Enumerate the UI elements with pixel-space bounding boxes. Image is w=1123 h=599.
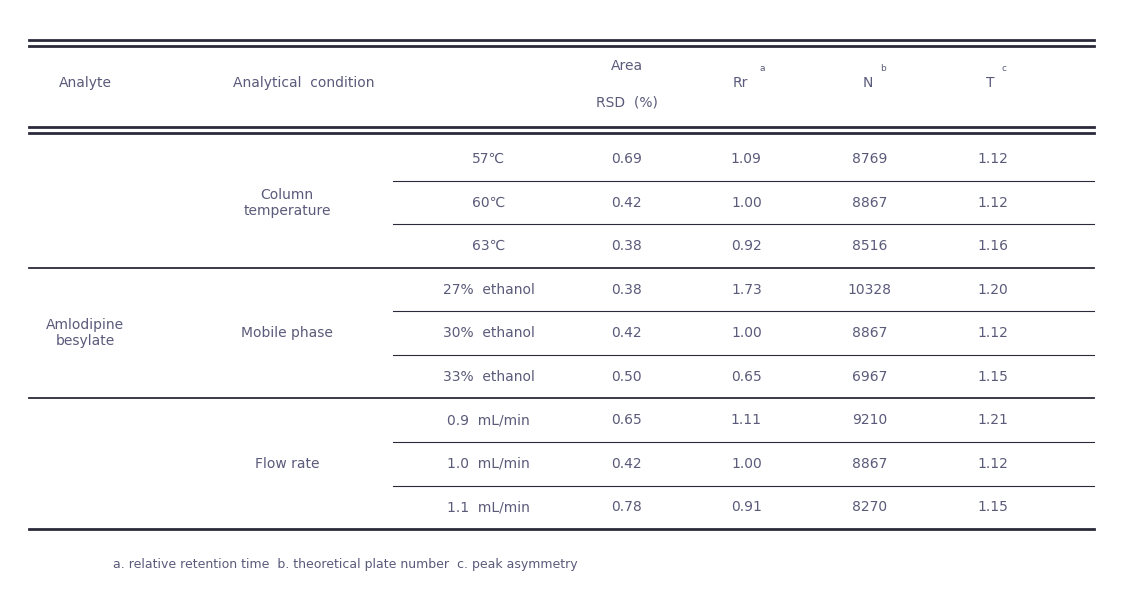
Text: 10328: 10328	[848, 283, 892, 297]
Text: c: c	[1002, 64, 1006, 73]
Text: 0.42: 0.42	[611, 196, 641, 210]
Text: 1.00: 1.00	[731, 326, 761, 340]
Text: 1.12: 1.12	[977, 196, 1008, 210]
Text: 1.21: 1.21	[977, 413, 1008, 427]
Text: 0.50: 0.50	[611, 370, 641, 384]
Text: RSD  (%): RSD (%)	[595, 95, 657, 110]
Text: 8867: 8867	[852, 326, 887, 340]
Text: 0.38: 0.38	[611, 239, 642, 253]
Text: 1.16: 1.16	[977, 239, 1008, 253]
Text: 1.15: 1.15	[977, 500, 1008, 515]
Text: 1.20: 1.20	[977, 283, 1008, 297]
Text: 1.00: 1.00	[731, 196, 761, 210]
Text: T: T	[986, 76, 995, 90]
Text: 1.12: 1.12	[977, 152, 1008, 166]
Text: 1.00: 1.00	[731, 457, 761, 471]
Text: 1.1  mL/min: 1.1 mL/min	[447, 500, 530, 515]
Text: 0.91: 0.91	[731, 500, 761, 515]
Text: Analyte: Analyte	[58, 76, 112, 90]
Text: 8867: 8867	[852, 457, 887, 471]
Text: 8516: 8516	[852, 239, 887, 253]
Text: 27%  ethanol: 27% ethanol	[442, 283, 535, 297]
Text: 63℃: 63℃	[472, 239, 505, 253]
Text: 0.65: 0.65	[731, 370, 761, 384]
Text: 1.12: 1.12	[977, 457, 1008, 471]
Text: 0.78: 0.78	[611, 500, 642, 515]
Text: 33%  ethanol: 33% ethanol	[442, 370, 535, 384]
Text: 57℃: 57℃	[472, 152, 505, 166]
Text: 60℃: 60℃	[472, 196, 505, 210]
Text: 1.73: 1.73	[731, 283, 761, 297]
Text: 9210: 9210	[852, 413, 887, 427]
Text: a: a	[760, 64, 765, 73]
Text: 1.12: 1.12	[977, 326, 1008, 340]
Text: 0.69: 0.69	[611, 152, 642, 166]
Text: Amlodipine
besylate: Amlodipine besylate	[46, 318, 125, 348]
Text: 1.09: 1.09	[731, 152, 761, 166]
Text: N: N	[862, 76, 874, 90]
Text: Rr: Rr	[733, 76, 748, 90]
Text: 0.38: 0.38	[611, 283, 642, 297]
Text: Analytical  condition: Analytical condition	[234, 76, 375, 90]
Text: 1.0  mL/min: 1.0 mL/min	[447, 457, 530, 471]
Text: 0.92: 0.92	[731, 239, 761, 253]
Text: 1.11: 1.11	[731, 413, 761, 427]
Text: 8769: 8769	[852, 152, 887, 166]
Text: Flow rate: Flow rate	[255, 457, 319, 471]
Text: 30%  ethanol: 30% ethanol	[442, 326, 535, 340]
Text: 0.65: 0.65	[611, 413, 642, 427]
Text: Area: Area	[611, 59, 642, 73]
Text: 8867: 8867	[852, 196, 887, 210]
Text: 0.9  mL/min: 0.9 mL/min	[447, 413, 530, 427]
Text: Column
temperature: Column temperature	[244, 187, 331, 217]
Text: b: b	[879, 64, 885, 73]
Text: 0.42: 0.42	[611, 457, 641, 471]
Text: 0.42: 0.42	[611, 326, 641, 340]
Text: 6967: 6967	[852, 370, 887, 384]
Text: 1.15: 1.15	[977, 370, 1008, 384]
Text: a. relative retention time  b. theoretical plate number  c. peak asymmetry: a. relative retention time b. theoretica…	[113, 558, 578, 571]
Text: 8270: 8270	[852, 500, 887, 515]
Text: Mobile phase: Mobile phase	[241, 326, 334, 340]
